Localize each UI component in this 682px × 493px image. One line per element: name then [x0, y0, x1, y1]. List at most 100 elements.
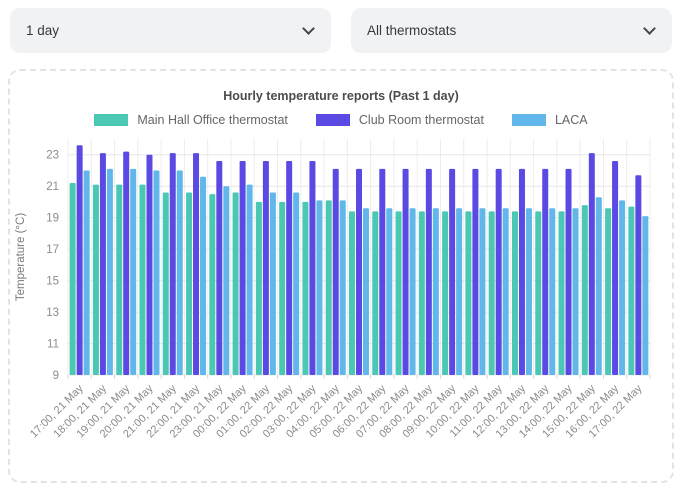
bar[interactable]	[116, 184, 123, 375]
bar[interactable]	[193, 153, 200, 375]
bar[interactable]	[402, 168, 409, 375]
bar[interactable]	[209, 194, 216, 375]
legend-item-laca[interactable]: LACA	[511, 113, 588, 127]
y-tick-label: 9	[53, 370, 59, 382]
bar[interactable]	[488, 211, 495, 375]
bar[interactable]	[628, 206, 635, 375]
bar[interactable]	[525, 208, 532, 375]
filter-bar: 1 day All thermostats	[0, 0, 682, 59]
legend-label: Main Hall Office thermostat	[137, 113, 288, 127]
bar[interactable]	[595, 197, 602, 375]
y-tick-label: 21	[46, 181, 59, 193]
bar[interactable]	[279, 201, 286, 375]
bar[interactable]	[511, 211, 518, 375]
y-tick-label: 11	[47, 339, 59, 351]
legend-swatch	[511, 114, 546, 126]
bar[interactable]	[139, 184, 146, 375]
bar[interactable]	[479, 208, 486, 375]
bar[interactable]	[162, 192, 169, 375]
chart-legend: Main Hall Office thermostat Club Room th…	[10, 113, 672, 127]
bar[interactable]	[255, 201, 262, 375]
bar[interactable]	[425, 168, 432, 375]
bar[interactable]	[456, 208, 463, 375]
y-tick-label: 23	[46, 150, 59, 162]
bar[interactable]	[186, 192, 193, 375]
bar[interactable]	[239, 161, 246, 375]
bar[interactable]	[293, 192, 300, 375]
period-dropdown[interactable]: 1 day	[10, 8, 331, 53]
thermostat-dropdown-value: All thermostats	[367, 23, 457, 38]
bar[interactable]	[316, 200, 323, 375]
bar[interactable]	[200, 176, 207, 375]
bar[interactable]	[581, 205, 588, 375]
bar[interactable]	[232, 192, 239, 375]
bar[interactable]	[169, 153, 176, 375]
bar[interactable]	[223, 186, 230, 375]
y-tick-label: 15	[46, 276, 59, 288]
bar[interactable]	[418, 211, 425, 375]
chevron-down-icon	[302, 22, 315, 35]
bar[interactable]	[339, 200, 346, 375]
bar[interactable]	[588, 153, 595, 375]
bar[interactable]	[619, 200, 626, 375]
bar[interactable]	[432, 208, 439, 375]
thermostat-dropdown[interactable]: All thermostats	[351, 8, 672, 53]
bar[interactable]	[565, 168, 572, 375]
bar[interactable]	[83, 170, 90, 375]
bar[interactable]	[395, 211, 402, 375]
bar[interactable]	[309, 161, 316, 375]
bar[interactable]	[349, 211, 355, 375]
chart-title: Hourly temperature reports (Past 1 day)	[223, 89, 459, 103]
bar[interactable]	[176, 170, 183, 375]
period-dropdown-value: 1 day	[26, 23, 60, 38]
bar[interactable]	[262, 161, 269, 375]
legend-item-club-room[interactable]: Club Room thermostat	[315, 113, 484, 127]
bar[interactable]	[549, 208, 556, 375]
bar[interactable]	[495, 168, 502, 375]
legend-item-main-hall[interactable]: Main Hall Office thermostat	[94, 113, 288, 127]
bar[interactable]	[363, 208, 369, 375]
legend-swatch	[94, 114, 129, 126]
bar[interactable]	[246, 184, 253, 375]
bar[interactable]	[442, 211, 449, 375]
chart-card: Hourly temperature reports (Past 1 day) …	[8, 69, 674, 483]
chevron-down-icon	[643, 22, 656, 35]
bar[interactable]	[449, 168, 456, 375]
bar[interactable]	[69, 183, 76, 375]
bar[interactable]	[153, 170, 160, 375]
bar[interactable]	[92, 184, 99, 375]
bar[interactable]	[325, 200, 332, 375]
bar[interactable]	[605, 208, 612, 375]
bar[interactable]	[123, 151, 130, 375]
bar[interactable]	[99, 153, 106, 375]
bar[interactable]	[535, 211, 542, 375]
bar[interactable]	[558, 211, 565, 375]
bar[interactable]	[216, 161, 223, 375]
bar[interactable]	[302, 201, 309, 375]
bar[interactable]	[386, 208, 393, 375]
bar[interactable]	[146, 154, 153, 375]
y-tick-label: 17	[46, 244, 59, 256]
bar[interactable]	[465, 211, 472, 375]
bar[interactable]	[332, 168, 339, 375]
bar[interactable]	[356, 168, 362, 375]
bar[interactable]	[572, 208, 579, 375]
bar[interactable]	[642, 216, 649, 375]
bar[interactable]	[409, 208, 416, 375]
bar[interactable]	[286, 161, 293, 375]
legend-swatch	[315, 114, 350, 126]
y-axis-title: Temperature (°C)	[15, 213, 27, 301]
bar[interactable]	[76, 145, 83, 375]
bar[interactable]	[106, 168, 113, 375]
bar[interactable]	[542, 168, 549, 375]
bar[interactable]	[372, 211, 379, 375]
bar[interactable]	[269, 192, 276, 375]
bar[interactable]	[635, 175, 642, 375]
bar[interactable]	[502, 208, 509, 375]
bar[interactable]	[379, 168, 386, 375]
bar[interactable]	[130, 168, 137, 375]
bar[interactable]	[472, 168, 479, 375]
bar[interactable]	[612, 161, 619, 375]
bar[interactable]	[518, 168, 525, 375]
